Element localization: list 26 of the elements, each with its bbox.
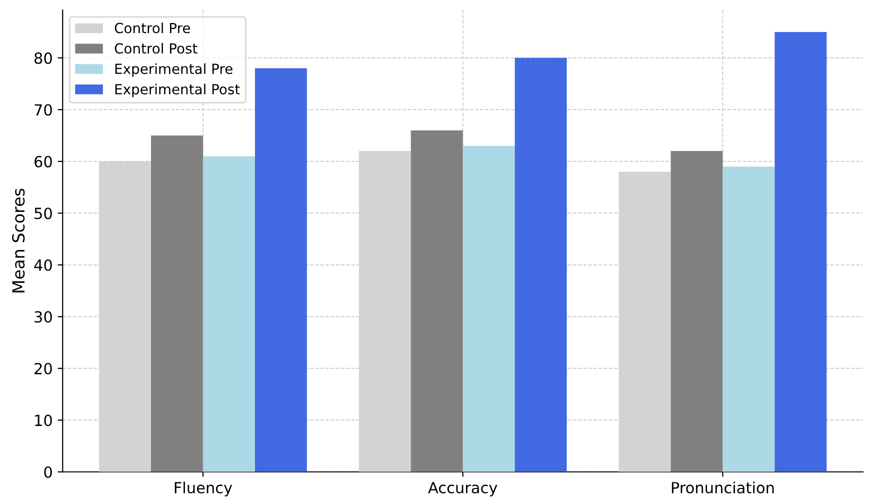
y-tick-label: 20	[34, 362, 52, 374]
bar	[722, 166, 775, 472]
y-tick-label: 80	[34, 52, 52, 64]
bar	[670, 151, 723, 472]
x-tick-label: Fluency	[174, 482, 232, 496]
bar	[254, 68, 307, 472]
legend-label: Experimental Pre	[115, 63, 232, 77]
bar	[150, 136, 203, 472]
y-tick-label: 60	[34, 156, 52, 168]
bar	[410, 130, 463, 472]
legend-label: Experimental Post	[115, 84, 240, 98]
bar	[774, 32, 827, 472]
x-tick-label: Accuracy	[428, 482, 498, 496]
y-axis-title: Mean Scores	[12, 188, 25, 292]
bar	[202, 156, 255, 472]
bar	[462, 146, 515, 472]
y-tick-label: 30	[34, 311, 52, 323]
legend-label: Control Pre	[114, 22, 190, 34]
y-tick-label: 50	[34, 208, 52, 220]
y-tick-label: 40	[34, 259, 52, 271]
y-tick-label: 0	[44, 466, 52, 478]
x-tick-label: Pronunciation	[672, 482, 774, 494]
legend-label: Control Post	[114, 42, 198, 54]
bar	[514, 58, 567, 472]
y-tick-label: 10	[35, 414, 52, 426]
y-tick-label: 70	[34, 104, 52, 116]
